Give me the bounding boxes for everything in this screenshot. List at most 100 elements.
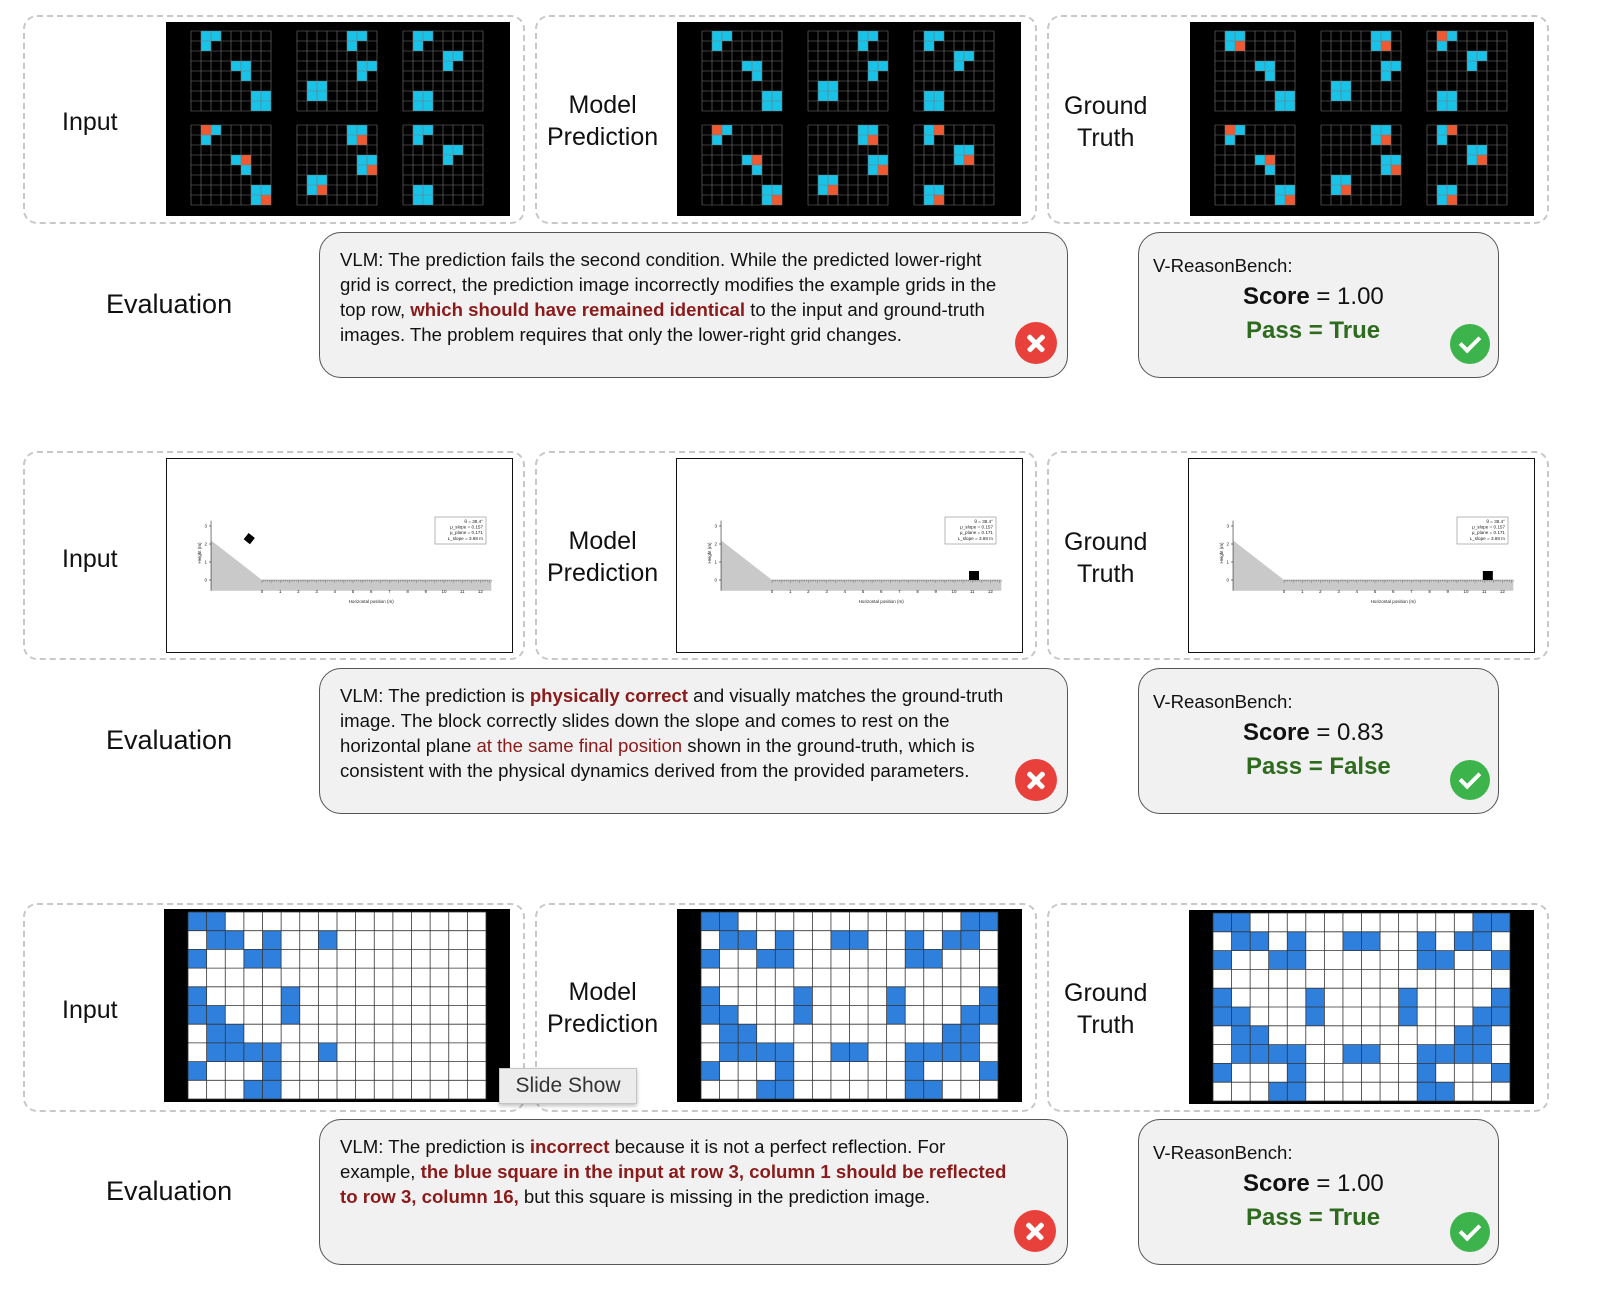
blue-cell [830, 1042, 850, 1062]
cyan-cell [453, 51, 463, 61]
cyan-cell [1447, 101, 1457, 111]
vlm-evaluation-box: VLM: The prediction fails the second con… [319, 232, 1068, 378]
y-tick-label: 1 [205, 560, 208, 565]
x-tick-label: 3 [1337, 589, 1340, 594]
x-tick-label: 12 [1500, 589, 1506, 594]
blue-cell [1250, 931, 1269, 951]
vreasonbench-title: V-ReasonBench: [1153, 691, 1293, 712]
cyan-cell [1467, 61, 1477, 71]
ground-truth-image-arc [1190, 22, 1534, 216]
blue-cell [775, 1042, 794, 1062]
cyan-cell [1371, 41, 1381, 51]
cyan-cell [1275, 101, 1285, 111]
vlm-segment: and visually matches the ground-truth im… [340, 685, 1004, 756]
blue-cell [206, 912, 226, 931]
cyan-cell [251, 101, 261, 111]
cyan-cell [722, 125, 732, 135]
label-line: Ground [1064, 979, 1148, 1007]
cyan-cell [231, 155, 241, 165]
check-circle-icon [1450, 1212, 1490, 1252]
blue-cell [701, 1061, 720, 1081]
blue-cell [942, 1024, 961, 1043]
input-panel-3 [23, 903, 525, 1112]
slope-plane [721, 540, 1002, 591]
slide-show-tooltip[interactable]: Slide Show [499, 1068, 637, 1104]
blue-cell [262, 930, 282, 950]
blue-cell [1342, 1044, 1362, 1064]
cyan-cell [924, 91, 934, 101]
arc-grid [296, 30, 378, 112]
blue-cell [775, 1080, 794, 1099]
arc-grid [807, 124, 889, 206]
cyan-cell [1371, 125, 1381, 135]
blue-cell [979, 1005, 998, 1025]
cyan-cell [251, 91, 261, 101]
cyan-cell [1437, 101, 1447, 111]
cyan-cell [742, 61, 752, 71]
vlm-highlight: physically correct [529, 685, 688, 706]
cyan-cell [307, 91, 317, 101]
vlm-segment: because it is not a perfect reflection. … [340, 1136, 946, 1182]
x-tick-label: 3 [825, 589, 828, 594]
cyan-cell [413, 31, 423, 41]
pass-result: Pass = True [1246, 1204, 1381, 1231]
prediction-image-physics: 0 1 2 3 0 1 2 3 4 5 6 7 8 9 10 11 12 Horizontal position … [676, 458, 1023, 653]
cyan-cell [413, 101, 423, 111]
vreasonbench-title: V-ReasonBench: [1153, 255, 1293, 276]
orange-cell [261, 195, 271, 205]
blue-cell [1213, 913, 1232, 932]
input-label: Input [62, 545, 118, 573]
cyan-cell [868, 125, 878, 135]
cyan-cell [211, 31, 221, 41]
blue-cell [188, 1005, 207, 1025]
input-image-physics: 0 1 2 3 0 1 2 3 4 5 6 7 8 9 10 11 12 Horizontal position … [166, 458, 513, 653]
blue-cell [318, 930, 337, 950]
orange-cell [868, 135, 878, 145]
orange-cell [1285, 195, 1295, 205]
prediction-panel-3 [535, 903, 1037, 1112]
cyan-cell [828, 175, 838, 185]
x-tick-label: 12 [478, 589, 484, 594]
vlm-text: VLM: The prediction is incorrect because… [340, 1134, 1011, 1209]
blue-cell [1250, 1025, 1269, 1045]
cyan-cell [924, 195, 934, 205]
cyan-cell [423, 125, 433, 135]
x-tick-label: 2 [807, 589, 810, 594]
blue-cell [849, 1042, 869, 1062]
cyan-cell [1265, 71, 1275, 81]
blue-cell [719, 1024, 739, 1043]
cyan-cell [752, 61, 762, 71]
cyan-cell [1341, 81, 1351, 91]
score: Score = 1.00 [1243, 283, 1384, 311]
blue-cell [960, 1005, 980, 1025]
prediction-image-arc [677, 22, 1021, 216]
blue-cell [923, 1042, 943, 1062]
cyan-cell [1437, 41, 1447, 51]
vlm-highlight: which should have remained identical [410, 299, 746, 320]
cyan-cell [924, 41, 934, 51]
cyan-cell [423, 101, 433, 111]
cyan-cell [307, 81, 317, 91]
cyan-cell [443, 155, 453, 165]
blue-cell [886, 1005, 906, 1025]
blue-cell [960, 1042, 980, 1062]
prediction-image-symmetry [677, 909, 1022, 1102]
cyan-cell [878, 61, 888, 71]
blue-cell [225, 1024, 244, 1043]
pass-result: Pass = True [1246, 317, 1381, 344]
y-tick-label: 1 [715, 560, 718, 565]
input-image-symmetry [164, 909, 510, 1102]
legend-entry: θ = 38.4° [974, 519, 993, 524]
cyan-cell [858, 31, 868, 41]
cyan-cell [317, 175, 327, 185]
x-tick-label: 2 [1319, 589, 1322, 594]
cyan-cell [752, 165, 762, 175]
cyan-cell [347, 125, 357, 135]
cyan-cell [241, 165, 251, 175]
prediction-panel-2 [535, 451, 1037, 660]
blue-cell [318, 1042, 337, 1062]
cyan-cell [1235, 125, 1245, 135]
